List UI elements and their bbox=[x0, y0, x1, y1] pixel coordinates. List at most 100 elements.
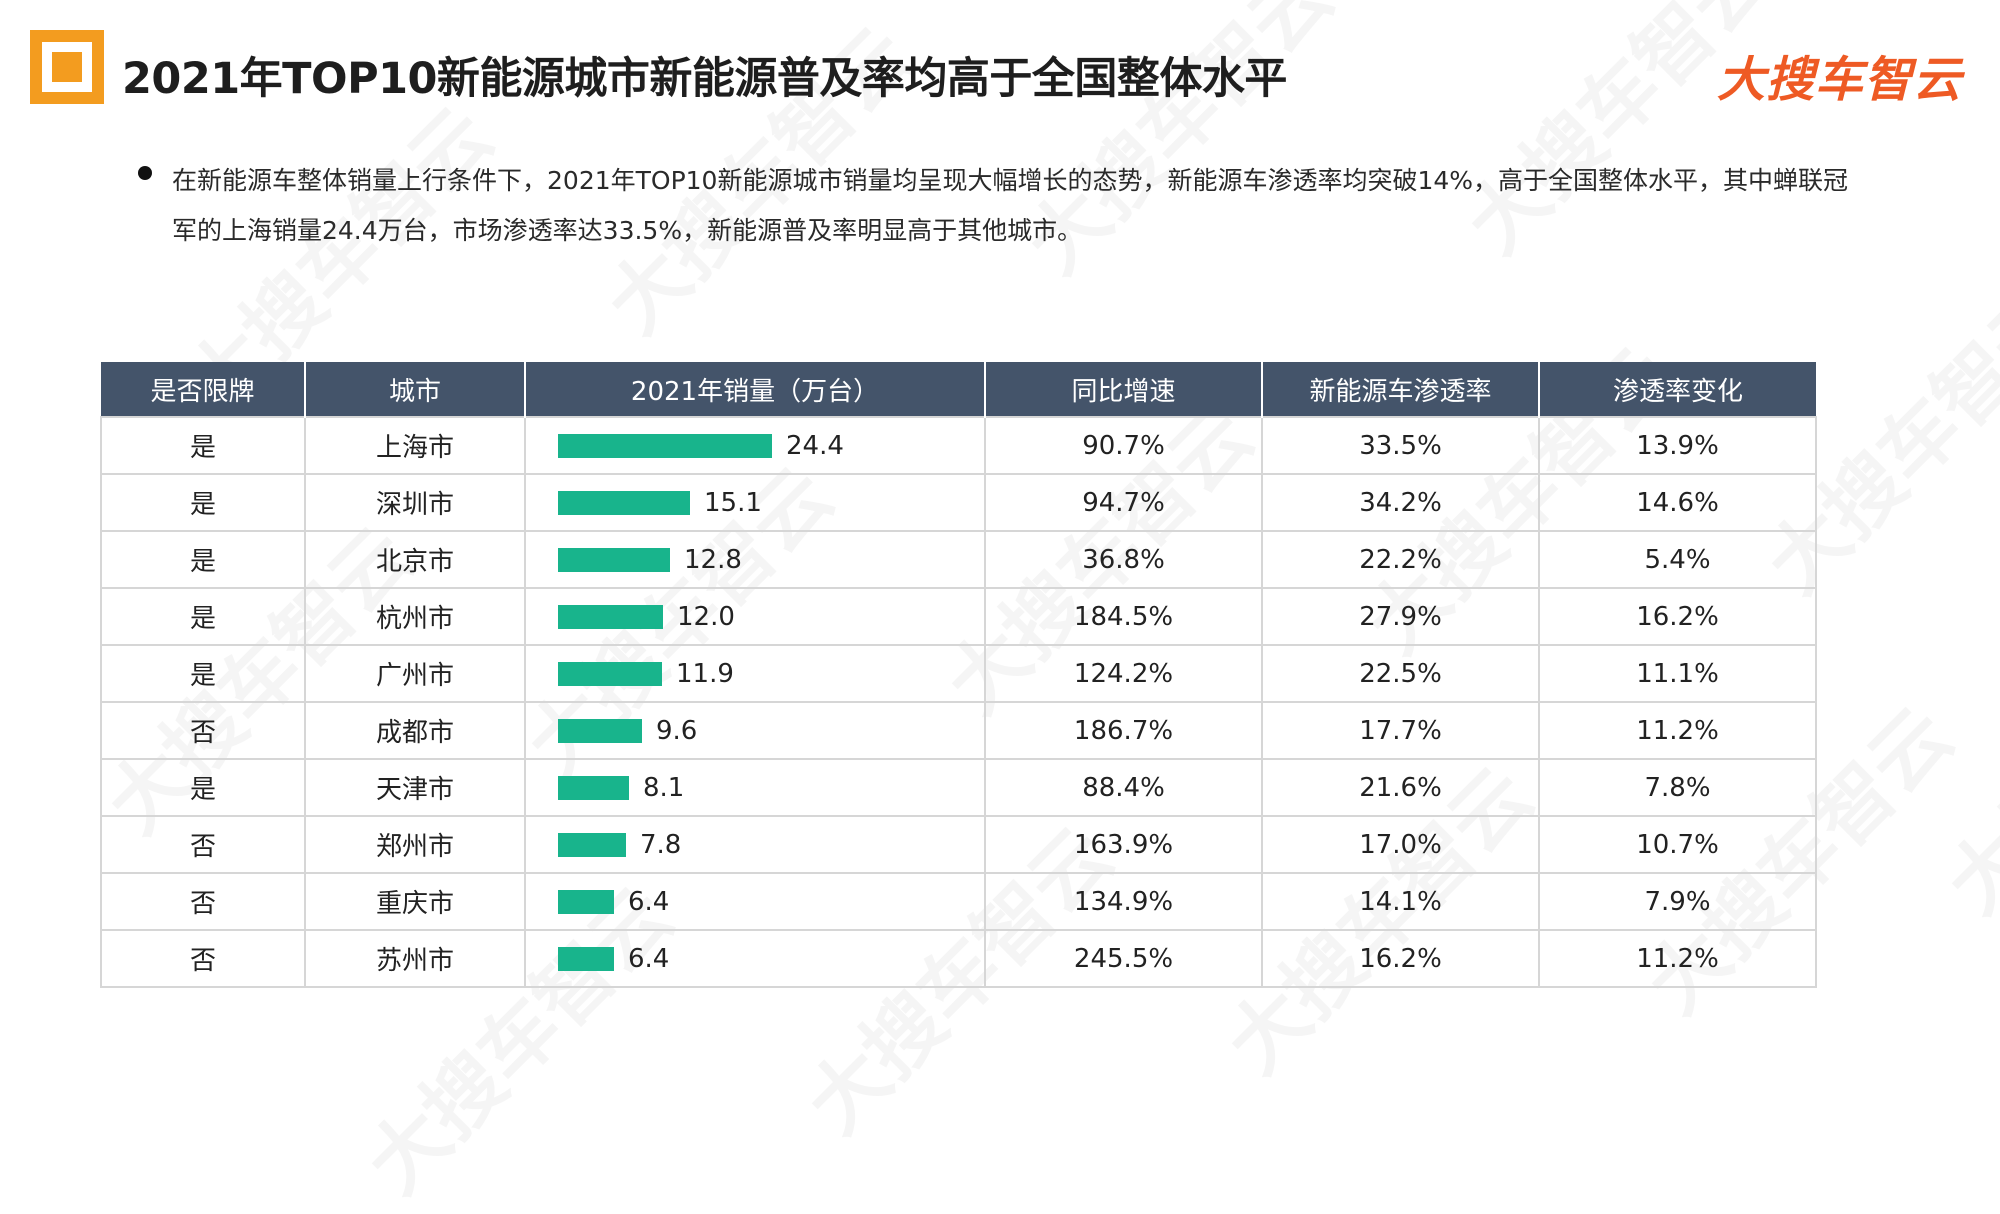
watermark-text: 大搜车智云 bbox=[1930, 591, 2000, 931]
cell-city: 重庆市 bbox=[304, 872, 526, 931]
cell-sales: 8.1 bbox=[524, 758, 986, 817]
cell-city: 苏州市 bbox=[304, 929, 526, 988]
sales-value: 6.4 bbox=[628, 943, 670, 974]
cell-city: 上海市 bbox=[304, 416, 526, 475]
table-row: 否成都市 9.6 186.7% 17.7% 11.2% bbox=[100, 701, 1817, 760]
cell-penetration: 27.9% bbox=[1261, 587, 1540, 646]
cell-change: 14.6% bbox=[1538, 473, 1817, 532]
cell-change: 11.2% bbox=[1538, 701, 1817, 760]
cell-limit: 否 bbox=[100, 929, 306, 988]
sales-bar bbox=[558, 433, 772, 458]
cell-growth: 36.8% bbox=[984, 530, 1263, 589]
table-row: 是上海市 24.4 90.7% 33.5% 13.9% bbox=[100, 416, 1817, 475]
cell-penetration: 17.0% bbox=[1261, 815, 1540, 874]
table-row: 是天津市 8.1 88.4% 21.6% 7.8% bbox=[100, 758, 1817, 817]
cell-city: 深圳市 bbox=[304, 473, 526, 532]
sales-bar bbox=[558, 604, 663, 629]
cell-limit: 是 bbox=[100, 587, 306, 646]
cell-limit: 是 bbox=[100, 530, 306, 589]
sales-value: 15.1 bbox=[704, 487, 762, 518]
intro-paragraph: 在新能源车整体销量上行条件下，2021年TOP10新能源城市销量均呈现大幅增长的… bbox=[172, 166, 1849, 245]
table-row: 否苏州市 6.4 245.5% 16.2% 11.2% bbox=[100, 929, 1817, 988]
cell-growth: 245.5% bbox=[984, 929, 1263, 988]
cell-sales: 6.4 bbox=[524, 929, 986, 988]
sales-value: 7.8 bbox=[640, 829, 682, 860]
cell-growth: 94.7% bbox=[984, 473, 1263, 532]
sales-bar bbox=[558, 718, 642, 743]
sales-bar bbox=[558, 775, 629, 800]
sales-bar bbox=[558, 547, 670, 572]
table-header-row: 是否限牌 城市 2021年销量（万台） 同比增速 新能源车渗透率 渗透率变化 bbox=[101, 362, 1816, 417]
cell-growth: 184.5% bbox=[984, 587, 1263, 646]
brand-logo: 大搜车智云 bbox=[1716, 52, 1962, 108]
cell-city: 天津市 bbox=[304, 758, 526, 817]
sales-value: 24.4 bbox=[786, 430, 844, 461]
cell-city: 郑州市 bbox=[304, 815, 526, 874]
cell-growth: 88.4% bbox=[984, 758, 1263, 817]
logo-square-icon bbox=[30, 30, 104, 104]
sales-value: 11.9 bbox=[676, 658, 734, 689]
sales-bar bbox=[558, 661, 662, 686]
table-row: 否郑州市 7.8 163.9% 17.0% 10.7% bbox=[100, 815, 1817, 874]
cell-limit: 是 bbox=[100, 644, 306, 703]
cell-change: 5.4% bbox=[1538, 530, 1817, 589]
header-change: 渗透率变化 bbox=[1539, 362, 1816, 417]
cell-limit: 否 bbox=[100, 872, 306, 931]
cell-penetration: 16.2% bbox=[1261, 929, 1540, 988]
table-row: 否重庆市 6.4 134.9% 14.1% 7.9% bbox=[100, 872, 1817, 931]
table-row: 是杭州市 12.0 184.5% 27.9% 16.2% bbox=[100, 587, 1817, 646]
header-city: 城市 bbox=[305, 362, 526, 417]
cell-sales: 12.0 bbox=[524, 587, 986, 646]
cell-change: 11.1% bbox=[1538, 644, 1817, 703]
cell-change: 7.9% bbox=[1538, 872, 1817, 931]
cell-sales: 6.4 bbox=[524, 872, 986, 931]
cell-penetration: 33.5% bbox=[1261, 416, 1540, 475]
bullet-dot bbox=[138, 166, 152, 180]
cell-limit: 是 bbox=[100, 758, 306, 817]
header-limit: 是否限牌 bbox=[101, 362, 306, 417]
cell-penetration: 22.5% bbox=[1261, 644, 1540, 703]
cell-sales: 9.6 bbox=[524, 701, 986, 760]
cell-change: 7.8% bbox=[1538, 758, 1817, 817]
cell-sales: 11.9 bbox=[524, 644, 986, 703]
cell-growth: 124.2% bbox=[984, 644, 1263, 703]
cell-sales: 7.8 bbox=[524, 815, 986, 874]
cell-sales: 15.1 bbox=[524, 473, 986, 532]
header-penetration: 新能源车渗透率 bbox=[1262, 362, 1540, 417]
sales-bar bbox=[558, 889, 614, 914]
city-table: 是否限牌 城市 2021年销量（万台） 同比增速 新能源车渗透率 渗透率变化 是… bbox=[100, 362, 1817, 988]
cell-limit: 是 bbox=[100, 473, 306, 532]
sales-value: 12.0 bbox=[677, 601, 735, 632]
cell-limit: 否 bbox=[100, 701, 306, 760]
cell-limit: 是 bbox=[100, 416, 306, 475]
cell-penetration: 34.2% bbox=[1261, 473, 1540, 532]
cell-growth: 90.7% bbox=[984, 416, 1263, 475]
cell-penetration: 22.2% bbox=[1261, 530, 1540, 589]
cell-city: 广州市 bbox=[304, 644, 526, 703]
cell-growth: 134.9% bbox=[984, 872, 1263, 931]
cell-city: 杭州市 bbox=[304, 587, 526, 646]
cell-change: 13.9% bbox=[1538, 416, 1817, 475]
table-row: 是深圳市 15.1 94.7% 34.2% 14.6% bbox=[100, 473, 1817, 532]
cell-growth: 186.7% bbox=[984, 701, 1263, 760]
sales-value: 6.4 bbox=[628, 886, 670, 917]
header-sales: 2021年销量（万台） bbox=[525, 362, 986, 417]
cell-penetration: 21.6% bbox=[1261, 758, 1540, 817]
sales-bar bbox=[558, 490, 690, 515]
cell-change: 16.2% bbox=[1538, 587, 1817, 646]
sales-value: 9.6 bbox=[656, 715, 698, 746]
cell-penetration: 17.7% bbox=[1261, 701, 1540, 760]
sales-bar bbox=[558, 946, 614, 971]
cell-city: 北京市 bbox=[304, 530, 526, 589]
cell-sales: 24.4 bbox=[524, 416, 986, 475]
cell-change: 11.2% bbox=[1538, 929, 1817, 988]
table-row: 是广州市 11.9 124.2% 22.5% 11.1% bbox=[100, 644, 1817, 703]
sales-bar bbox=[558, 832, 626, 857]
cell-sales: 12.8 bbox=[524, 530, 986, 589]
sales-value: 8.1 bbox=[643, 772, 685, 803]
table-row: 是北京市 12.8 36.8% 22.2% 5.4% bbox=[100, 530, 1817, 589]
cell-limit: 否 bbox=[100, 815, 306, 874]
page-title: 2021年TOP10新能源城市新能源普及率均高于全国整体水平 bbox=[122, 54, 1287, 104]
header-growth: 同比增速 bbox=[985, 362, 1263, 417]
cell-change: 10.7% bbox=[1538, 815, 1817, 874]
